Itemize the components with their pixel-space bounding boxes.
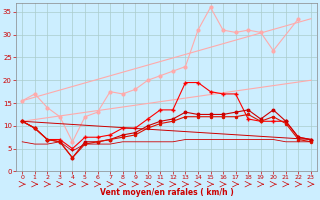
X-axis label: Vent moyen/en rafales ( km/h ): Vent moyen/en rafales ( km/h )	[100, 188, 234, 197]
